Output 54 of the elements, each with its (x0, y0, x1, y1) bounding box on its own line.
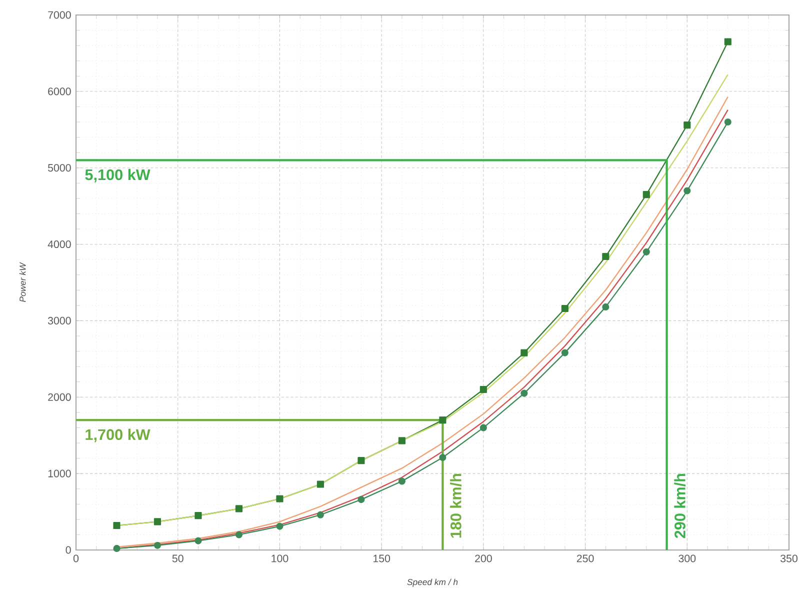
annotation: 1,700 kW (86, 428, 150, 442)
point (358, 457, 365, 464)
x-tick-label: 300 (678, 554, 696, 562)
point (235, 531, 243, 538)
point (276, 522, 284, 530)
y-tick-label: 0 (66, 546, 71, 554)
point (113, 522, 120, 530)
y-tick-label: 3000 (48, 316, 71, 324)
point (520, 349, 528, 356)
point (724, 38, 732, 46)
point (439, 454, 446, 462)
point (724, 118, 732, 126)
y-tick-label: 1000 (48, 470, 71, 478)
x-tick-label: 0 (73, 554, 79, 562)
point (194, 537, 202, 544)
x-tick-label: 100 (272, 554, 288, 562)
point (398, 478, 406, 485)
point (358, 496, 365, 504)
point (480, 386, 487, 394)
point (642, 191, 650, 198)
y-axis-title: Power kW (19, 262, 26, 302)
point (561, 349, 568, 356)
x-tick-label: 50 (172, 554, 184, 562)
point (684, 187, 691, 194)
x-axis-title: Speed km / h (407, 578, 458, 587)
point (480, 424, 487, 432)
point (439, 416, 446, 424)
x-tick-label: 150 (373, 554, 390, 562)
annotation: 5,100 kW (85, 168, 150, 182)
x-tick-label: 200 (475, 554, 492, 562)
annotation: 290 km/h (674, 474, 686, 538)
point (602, 303, 610, 310)
point (154, 542, 162, 549)
point (398, 437, 406, 444)
y-tick-label: 4000 (48, 240, 71, 248)
y-tick-label: 7000 (48, 11, 71, 19)
x-tick-label: 250 (576, 554, 594, 562)
point (276, 495, 284, 502)
point (684, 122, 691, 129)
point (194, 512, 202, 520)
y-tick-label: 6000 (48, 88, 71, 96)
point (235, 505, 243, 512)
point (520, 390, 528, 397)
y-tick-label: 2000 (48, 393, 71, 401)
point (561, 304, 568, 312)
annotation: 180 km/h (450, 474, 462, 538)
point (642, 248, 650, 256)
point (602, 252, 610, 260)
point (316, 511, 324, 518)
point (113, 544, 120, 552)
y-tick-label: 5000 (48, 164, 71, 172)
point (316, 480, 324, 488)
point (154, 518, 162, 526)
x-tick-label: 350 (780, 554, 798, 562)
